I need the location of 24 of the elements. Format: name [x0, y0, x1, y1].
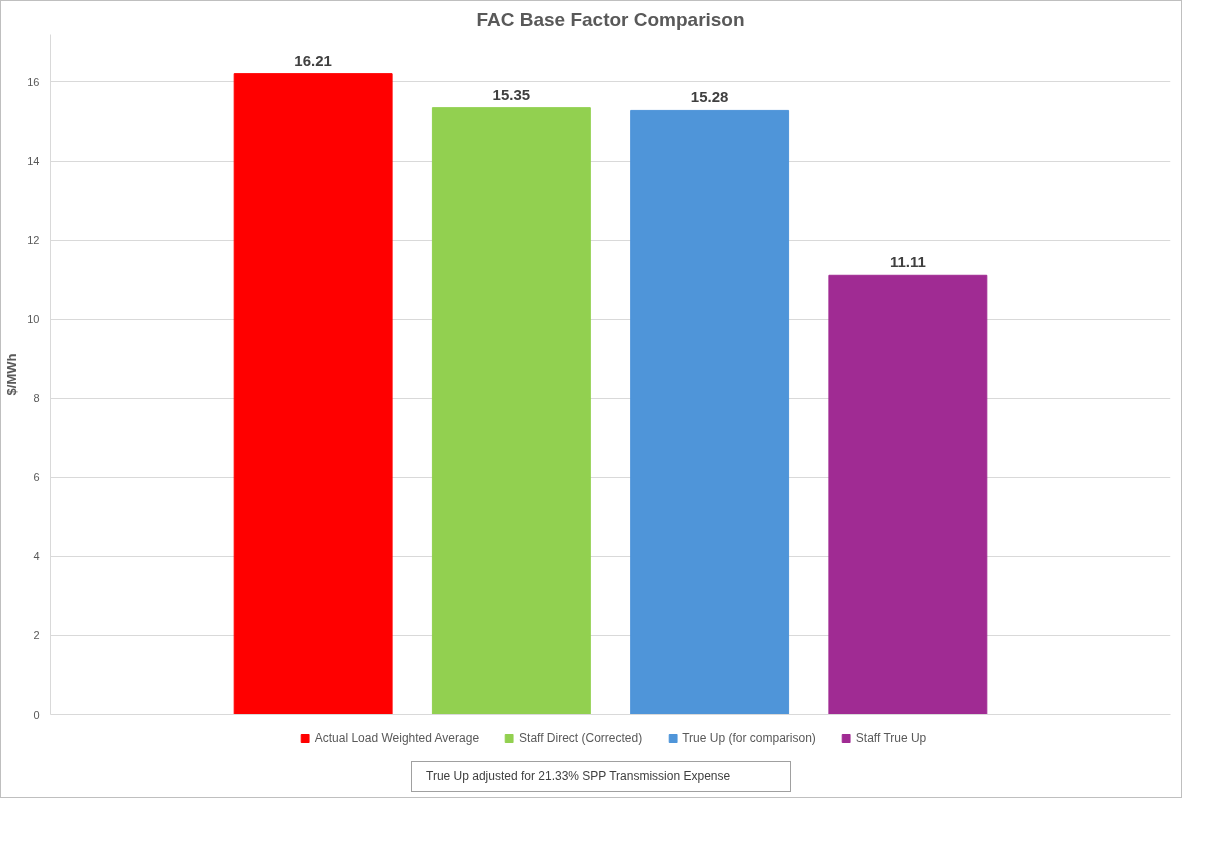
- y-tick-label: 16: [27, 75, 40, 88]
- bar: [431, 107, 591, 715]
- y-tick-label: 12: [27, 234, 40, 247]
- y-tick-label: 2: [33, 629, 40, 642]
- chart-title: FAC Base Factor Comparison: [476, 8, 745, 30]
- y-tick-label: 10: [27, 313, 40, 326]
- data-label: 11.11: [889, 253, 926, 271]
- y-tick-label: 6: [33, 471, 40, 484]
- legend-label: True Up (for comparison): [682, 731, 816, 745]
- legend-label: Staff Direct (Corrected): [519, 731, 643, 745]
- legend-label: Actual Load Weighted Average: [314, 731, 480, 745]
- y-tick-label: 0: [33, 708, 40, 721]
- bar: [233, 73, 393, 715]
- data-label: 15.35: [492, 85, 531, 103]
- data-label: 16.21: [294, 51, 332, 69]
- bar: [828, 274, 988, 715]
- y-tick-label: 14: [27, 155, 40, 168]
- bar: [630, 109, 790, 715]
- y-tick-label: 4: [33, 550, 40, 563]
- data-label: 15.28: [690, 88, 729, 106]
- y-axis-title: $/MWh: [4, 353, 20, 396]
- y-tick-label: 8: [33, 392, 40, 405]
- text: True Up adjusted for 21.33% SPP Transmission Expense: [426, 768, 731, 785]
- legend-label: Staff True Up: [855, 731, 927, 745]
